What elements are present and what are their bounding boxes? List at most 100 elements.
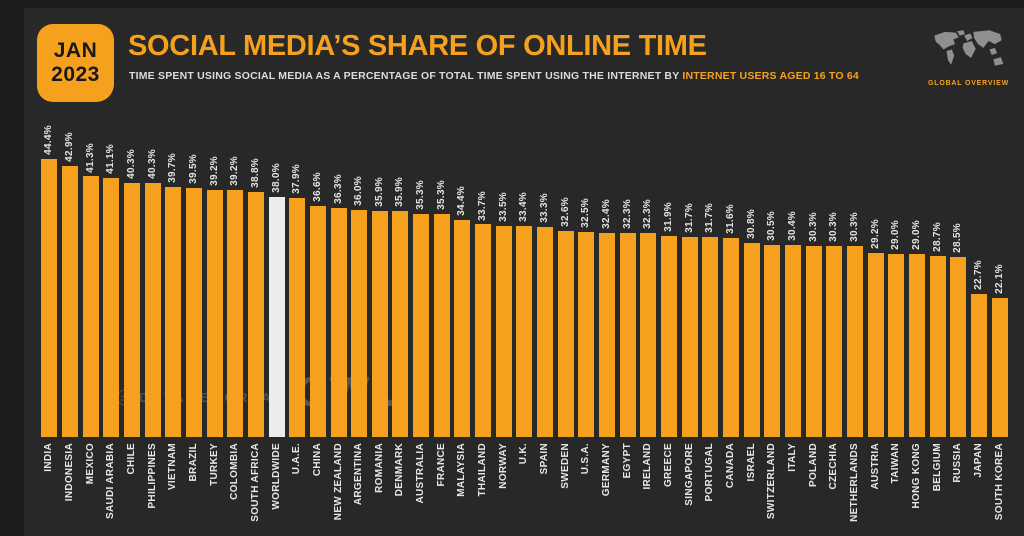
- bar: [41, 158, 58, 437]
- category-label: ITALY: [786, 443, 798, 472]
- bar-value-label: 33.4%: [518, 192, 530, 223]
- category-cell: AUSTRALIA: [411, 443, 432, 536]
- bar: [929, 255, 946, 437]
- categories-row: INDIA INDONESIA MEXICO SAUDI ARABIA CHILE PHI…: [39, 443, 1010, 536]
- bar-value-label: 32.3%: [621, 199, 633, 230]
- bar-column: 39.2%: [204, 125, 225, 437]
- category-cell: MALAYSIA: [452, 443, 473, 536]
- category-cell: PORTUGAL: [700, 443, 721, 536]
- bar-column: 31.7%: [700, 125, 721, 437]
- bar: [144, 182, 161, 437]
- category-label: U.K.: [518, 443, 530, 465]
- category-label: SWEDEN: [559, 443, 571, 489]
- bar: [805, 245, 822, 437]
- bar-column: 29.2%: [865, 125, 886, 437]
- bar-value-label: 22.7%: [972, 259, 984, 290]
- category-label: SAUDI ARABIA: [105, 443, 117, 520]
- category-cell: INDONESIA: [60, 443, 81, 536]
- bar: [82, 176, 99, 437]
- category-label: VIETNAM: [167, 443, 179, 491]
- bar-column: 44.4%: [39, 125, 60, 437]
- bar-value-label: 39.2%: [229, 155, 241, 186]
- bar: [454, 219, 471, 437]
- bar-column: 33.3%: [535, 125, 556, 437]
- category-label: ARGENTINA: [353, 443, 365, 506]
- category-cell: JAPAN: [969, 443, 990, 536]
- bar-column: 32.5%: [576, 125, 597, 437]
- bar: [330, 207, 347, 437]
- category-cell: PHILIPPINES: [142, 443, 163, 536]
- bar: [599, 232, 616, 437]
- bar: [908, 254, 925, 437]
- bar-column: 35.9%: [390, 125, 411, 437]
- bar-value-label: 33.7%: [477, 190, 489, 221]
- bar-value-label: 28.7%: [931, 222, 943, 252]
- bar: [640, 233, 657, 437]
- category-cell: FRANCE: [431, 443, 452, 536]
- category-cell: VIETNAM: [163, 443, 184, 536]
- bar-column: 42.9%: [60, 125, 81, 437]
- category-cell: NEW ZEALAND: [328, 443, 349, 536]
- bar: [475, 224, 492, 437]
- bar-value-label: 29.0%: [910, 220, 922, 250]
- bar-column: 34.4%: [452, 125, 473, 437]
- category-cell: SOUTH KOREA: [989, 443, 1010, 536]
- bar: [371, 210, 388, 437]
- bar-value-label: 39.2%: [208, 155, 220, 186]
- bar: [413, 214, 430, 437]
- category-label: MEXICO: [84, 443, 96, 485]
- category-label: AUSTRALIA: [415, 443, 427, 504]
- bar-worldwide-highlight: [268, 197, 285, 437]
- bar-column: 35.3%: [411, 125, 432, 437]
- category-cell: AUSTRIA: [865, 443, 886, 536]
- category-label: DENMARK: [394, 443, 406, 497]
- subtitle-highlight: INTERNET USERS AGED 16 TO 64: [682, 70, 859, 82]
- bar-value-label: 40.3%: [146, 148, 158, 179]
- category-label: POLAND: [807, 443, 819, 488]
- bar-column: 30.3%: [845, 125, 866, 437]
- bar-value-label: 30.3%: [807, 211, 819, 242]
- category-label: NORWAY: [497, 443, 509, 489]
- bar: [537, 226, 554, 437]
- category-label: CZECHIA: [828, 443, 840, 490]
- category-cell: BRAZIL: [184, 443, 205, 536]
- bar-value-label: 38.0%: [270, 163, 282, 194]
- bar-value-label: 30.5%: [766, 210, 778, 241]
- bar-column: 35.9%: [370, 125, 391, 437]
- category-cell: SPAIN: [535, 443, 556, 536]
- bar-value-label: 30.4%: [786, 211, 798, 242]
- date-badge-year: 2023: [51, 63, 100, 86]
- category-cell: TURKEY: [204, 443, 225, 536]
- category-label: WORLDWIDE: [270, 443, 282, 510]
- category-cell: DENMARK: [390, 443, 411, 536]
- category-cell: WORLDWIDE: [266, 443, 287, 536]
- bar: [351, 209, 368, 437]
- bar-column: 32.3%: [638, 125, 659, 437]
- category-cell: U.A.E.: [287, 443, 308, 536]
- category-label: INDIA: [43, 443, 55, 472]
- bar-column: 33.7%: [473, 125, 494, 437]
- category-label: CHILE: [125, 443, 137, 475]
- bar-value-label: 32.4%: [601, 198, 613, 229]
- world-map-icon: [934, 30, 1004, 66]
- category-label: ROMANIA: [373, 443, 385, 493]
- bar-value-label: 33.5%: [497, 191, 509, 222]
- bar-value-label: 42.9%: [63, 132, 75, 163]
- bar-value-label: 39.7%: [167, 152, 179, 183]
- bar-column: 38.8%: [246, 125, 267, 437]
- category-cell: NETHERLANDS: [845, 443, 866, 536]
- bar-column: 30.3%: [803, 125, 824, 437]
- bar: [516, 226, 533, 437]
- category-label: FRANCE: [435, 443, 447, 487]
- category-label: HONG KONG: [910, 443, 922, 509]
- category-cell: SAUDI ARABIA: [101, 443, 122, 536]
- category-cell: POLAND: [803, 443, 824, 536]
- bar-value-label: 30.3%: [848, 211, 860, 242]
- bar: [722, 237, 739, 437]
- bar: [185, 187, 202, 437]
- bar-value-label: 31.9%: [663, 201, 675, 232]
- category-label: SOUTH KOREA: [993, 443, 1005, 521]
- category-label: TURKEY: [208, 443, 220, 486]
- category-cell: CZECHIA: [824, 443, 845, 536]
